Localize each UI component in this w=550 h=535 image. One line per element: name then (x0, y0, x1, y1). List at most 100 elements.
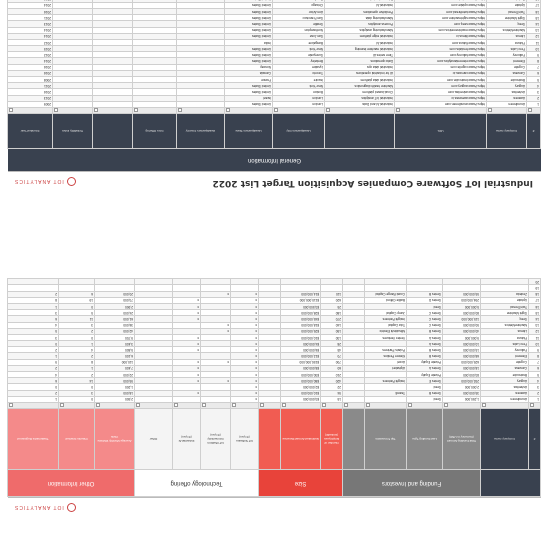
table-cell[interactable] (92, 14, 133, 21)
table-cell[interactable]: Northampton (272, 27, 325, 34)
table-cell[interactable] (258, 303, 281, 310)
table-cell[interactable]: 0 (58, 396, 95, 403)
table-cell[interactable]: Private Equity (406, 371, 443, 378)
table-cell[interactable] (342, 359, 365, 366)
table-cell[interactable] (442, 284, 481, 292)
table-cell[interactable]: Augury (486, 82, 527, 89)
table-cell[interactable]: 2 (58, 328, 95, 335)
table-cell[interactable]: Insight Partners (364, 377, 407, 384)
table-cell[interactable] (52, 20, 93, 28)
table-cell[interactable] (230, 284, 259, 292)
table-cell[interactable]: 1,250,000 (442, 396, 481, 403)
table-cell[interactable] (342, 377, 365, 384)
table-cell[interactable] (258, 390, 281, 397)
table-cell[interactable] (172, 284, 201, 292)
table-cell[interactable] (134, 396, 173, 403)
table-cell[interactable]: Industrial AI (324, 39, 395, 46)
table-cell[interactable]: Bangalore (272, 39, 325, 46)
table-cell[interactable]: $18,000,000 (280, 322, 321, 329)
table-cell[interactable]: 2012 (7, 51, 53, 58)
table-cell[interactable]: $4,000,000 (280, 340, 321, 347)
table-cell[interactable]: Series B (406, 346, 443, 353)
table-cell[interactable]: 2016 (7, 8, 53, 15)
table-cell[interactable] (134, 278, 173, 285)
table-cell[interactable] (176, 88, 225, 96)
filter-dropdown-button[interactable] (9, 403, 13, 408)
table-cell[interactable]: 9,700 (94, 334, 135, 341)
table-cell[interactable]: 2014 (7, 27, 53, 34)
table-cell[interactable]: 94 (320, 390, 343, 397)
table-cell[interactable]: https://www.sightmachine.com (394, 14, 487, 21)
table-cell[interactable]: 2011 (7, 82, 53, 89)
table-cell[interactable]: 1 (58, 340, 95, 347)
table-cell[interactable] (200, 371, 231, 378)
table-cell[interactable] (92, 27, 133, 34)
table-cell[interactable]: Flutura (480, 334, 529, 341)
table-cell[interactable]: Industrial AI (324, 2, 395, 9)
table-cell[interactable]: 3,400 (94, 340, 135, 347)
table-cell[interactable]: 0 (58, 383, 95, 391)
table-cell[interactable] (132, 101, 177, 108)
table-cell[interactable]: 140 (320, 322, 343, 329)
table-cell[interactable]: x (172, 297, 201, 304)
table-cell[interactable]: https://www.flutura.com (394, 39, 487, 46)
table-cell[interactable] (258, 278, 281, 285)
table-cell[interactable] (342, 328, 365, 335)
table-cell[interactable]: 8 (526, 58, 541, 65)
table-cell[interactable]: Flutura (486, 39, 527, 46)
table-cell[interactable]: x (172, 309, 201, 316)
table-cell[interactable]: 18,000,000 (442, 365, 481, 372)
table-cell[interactable]: 7 (528, 359, 541, 366)
table-cell[interactable]: 10 (526, 45, 541, 52)
table-cell[interactable] (92, 88, 133, 96)
table-cell[interactable]: Sunnyvale (272, 51, 325, 58)
table-cell[interactable]: 6 (58, 291, 95, 298)
table-cell[interactable]: Industrial IoT analytics (324, 95, 395, 102)
table-cell[interactable] (52, 0, 93, 3)
table-cell[interactable]: Falkonry (486, 51, 527, 58)
table-cell[interactable] (364, 303, 407, 310)
table-cell[interactable] (92, 70, 133, 77)
table-cell[interactable] (58, 278, 95, 285)
table-cell[interactable]: 2016 (7, 0, 53, 3)
table-cell[interactable] (132, 0, 177, 3)
table-cell[interactable]: 15 (528, 309, 541, 316)
table-cell[interactable]: x (230, 353, 259, 360)
table-cell[interactable]: Zededa (480, 291, 529, 298)
table-cell[interactable]: 4 (7, 322, 59, 329)
table-cell[interactable] (176, 27, 225, 34)
table-cell[interactable] (92, 20, 133, 28)
table-cell[interactable] (200, 303, 231, 310)
table-cell[interactable] (176, 70, 225, 77)
table-cell[interactable] (92, 51, 133, 58)
table-cell[interactable]: Time series AI (324, 51, 395, 58)
table-cell[interactable]: Seed (406, 396, 443, 403)
table-cell[interactable]: $8,000,000 (280, 365, 321, 372)
table-cell[interactable]: Seeq (480, 315, 529, 323)
table-cell[interactable]: 5 (7, 328, 59, 335)
table-cell[interactable]: $2,000,000 (280, 383, 321, 391)
filter-dropdown-button[interactable] (282, 403, 286, 408)
table-cell[interactable]: United States (224, 8, 273, 15)
table-cell[interactable]: 6 (7, 377, 59, 384)
table-cell[interactable] (200, 284, 231, 292)
table-cell[interactable]: 2016 (7, 64, 53, 71)
table-cell[interactable]: Industrial data platform (324, 76, 395, 83)
table-cell[interactable]: 2 (7, 346, 59, 353)
table-cell[interactable] (258, 297, 281, 304)
table-cell[interactable]: France (224, 76, 273, 83)
table-cell[interactable] (92, 76, 133, 83)
filter-dropdown-button[interactable] (9, 108, 13, 113)
table-cell[interactable]: 115,000,000 (442, 315, 481, 323)
table-cell[interactable] (52, 70, 93, 77)
table-cell[interactable]: $3,500,000 (280, 303, 321, 310)
table-cell[interactable] (92, 101, 133, 108)
table-cell[interactable]: 40,000,000 (442, 328, 481, 335)
table-cell[interactable]: 8 (58, 359, 95, 366)
table-cell[interactable] (172, 278, 201, 285)
table-cell[interactable]: Polaris Partners (364, 346, 407, 353)
table-cell[interactable]: 5 (528, 371, 541, 378)
table-cell[interactable]: 2016 (7, 88, 53, 96)
table-cell[interactable]: 5,800 (94, 346, 135, 353)
table-cell[interactable]: Series B (406, 291, 443, 298)
